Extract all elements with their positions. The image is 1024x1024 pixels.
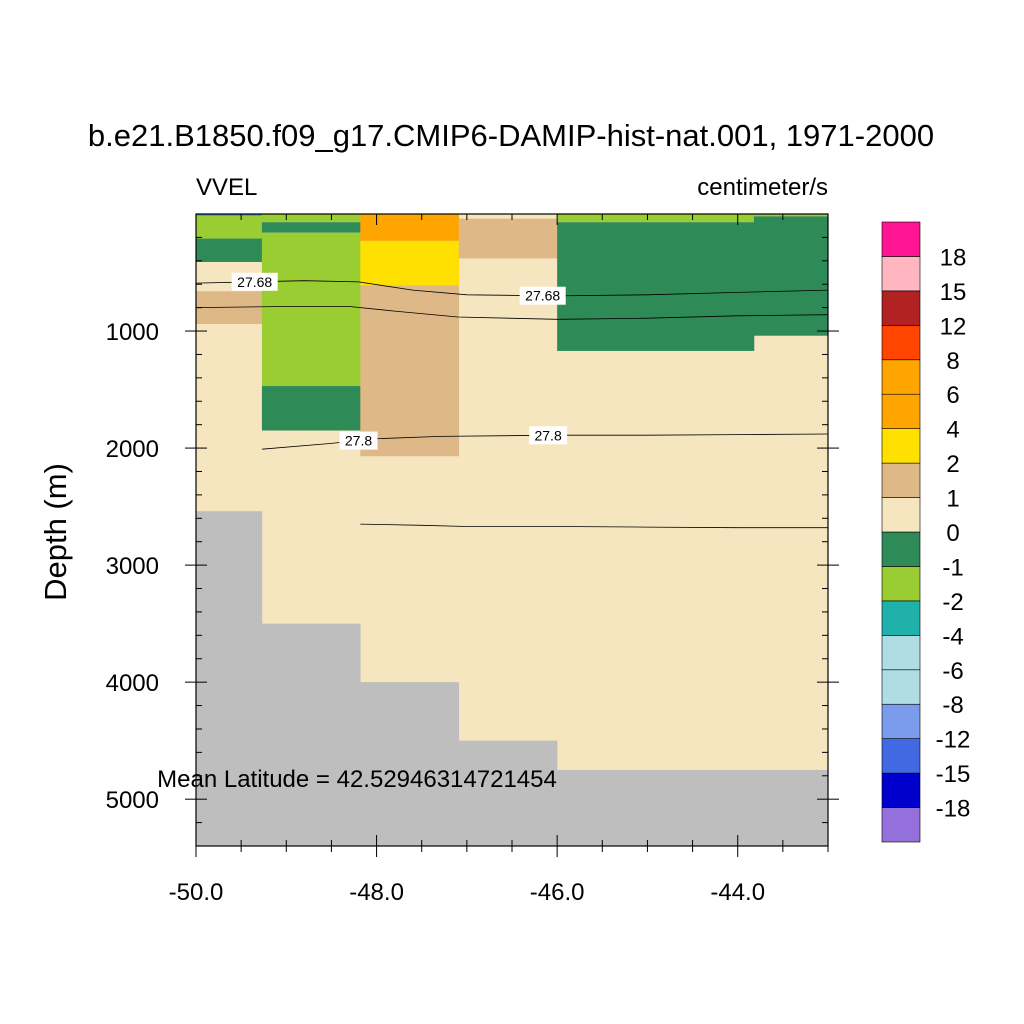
y-tick-label: 2000 <box>106 436 159 463</box>
colorbar-swatch <box>881 359 921 395</box>
colorbar-label: 12 <box>940 313 967 340</box>
colorbar-label: 15 <box>940 279 967 306</box>
colorbar-swatch <box>881 772 921 808</box>
colorbar-label: -12 <box>936 727 971 754</box>
left-subtitle: VVEL <box>196 174 257 201</box>
contour-label-box <box>529 426 568 445</box>
land-mask <box>196 511 263 846</box>
land-mask <box>360 682 460 846</box>
land-mask <box>557 769 755 846</box>
velocity-cell <box>196 215 263 239</box>
density-contour <box>195 280 829 297</box>
y-tick-label: 1000 <box>106 319 159 346</box>
velocity-cell <box>360 240 460 286</box>
chart-title: b.e21.B1850.f09_g17.CMIP6-DAMIP-hist-nat… <box>88 118 934 153</box>
colorbar-swatch <box>881 807 921 843</box>
velocity-cell <box>360 285 460 457</box>
colorbar-swatch <box>881 221 921 257</box>
colorbar-label: 8 <box>946 348 959 375</box>
contour-label: 27.68 <box>237 274 272 290</box>
colorbar-swatch <box>881 462 921 498</box>
velocity-cell <box>360 214 460 241</box>
colorbar-swatch <box>881 428 921 464</box>
colorbar-swatch <box>881 531 921 567</box>
colorbar-swatch <box>881 600 921 636</box>
colorbar-label: -8 <box>942 692 963 719</box>
contour-label: 27.68 <box>525 288 560 304</box>
colorbar-label: -18 <box>936 796 971 823</box>
velocity-cell <box>557 214 755 223</box>
contour-label-box <box>231 272 278 291</box>
contour-layer: 27.68 27.68 27.8 27.8 <box>195 272 829 529</box>
velocity-cell <box>196 238 263 262</box>
colorbar-label: 0 <box>946 520 959 547</box>
y-tick-label: 5000 <box>106 787 159 814</box>
colorbar-label: -6 <box>942 658 963 685</box>
colorbar-swatch <box>881 703 921 739</box>
colorbar-swatch <box>881 256 921 292</box>
colorbar-label: -15 <box>936 761 971 788</box>
contour-label: 27.8 <box>534 427 561 443</box>
plot-area <box>196 214 829 846</box>
y-axis-label: Depth (m) <box>38 463 73 601</box>
colorbar-swatch <box>881 566 921 602</box>
colorbar-swatch <box>881 393 921 429</box>
contour-label-box <box>339 431 378 450</box>
colorbar-swatch <box>881 290 921 326</box>
contour-label-box <box>519 286 566 305</box>
velocity-cell <box>261 214 361 223</box>
x-tick-label: -44.0 <box>710 879 765 906</box>
colorbar-label: 4 <box>946 417 959 444</box>
velocity-cell <box>261 386 361 431</box>
land-mask <box>753 769 829 846</box>
velocity-cell <box>261 222 361 233</box>
colorbar-swatch <box>881 635 921 671</box>
x-tick-label: -46.0 <box>530 879 585 906</box>
density-contour <box>195 306 829 320</box>
velocity-cell <box>753 214 829 217</box>
land-mask <box>261 623 361 846</box>
velocity-cell <box>261 232 361 387</box>
y-tick-label: 3000 <box>106 553 159 580</box>
colorbar-label: 18 <box>940 244 967 271</box>
colorbar-swatch <box>881 497 921 533</box>
colorbar-label: 6 <box>946 382 959 409</box>
colorbar-label: -4 <box>942 623 963 650</box>
right-subtitle: centimeter/s <box>697 174 828 201</box>
mean-latitude-annotation: Mean Latitude = 42.52946314721454 <box>157 766 557 793</box>
velocity-cell <box>458 218 558 259</box>
colorbar-swatch <box>881 738 921 774</box>
velocity-cell <box>196 214 263 216</box>
density-contour <box>360 523 828 529</box>
colorbar-label: 2 <box>946 451 959 478</box>
velocity-cell <box>557 222 755 351</box>
colorbar-swatch <box>881 669 921 705</box>
x-tick-label: -50.0 <box>169 879 224 906</box>
colorbar-label: -1 <box>942 554 963 581</box>
contour-label: 27.8 <box>345 433 372 449</box>
colorbar-label: -2 <box>942 589 963 616</box>
colorbar-swatch <box>881 325 921 361</box>
x-tick-label: -48.0 <box>349 879 404 906</box>
axes-layer: -50.0 -48.0 -46.0 -44.0 1000 2000 3000 4000 5000 <box>106 213 839 906</box>
density-contour <box>261 433 829 450</box>
colorbar-label: 1 <box>946 486 959 513</box>
land-mask <box>458 740 558 846</box>
velocity-cell <box>753 216 829 336</box>
y-tick-label: 4000 <box>106 670 159 697</box>
